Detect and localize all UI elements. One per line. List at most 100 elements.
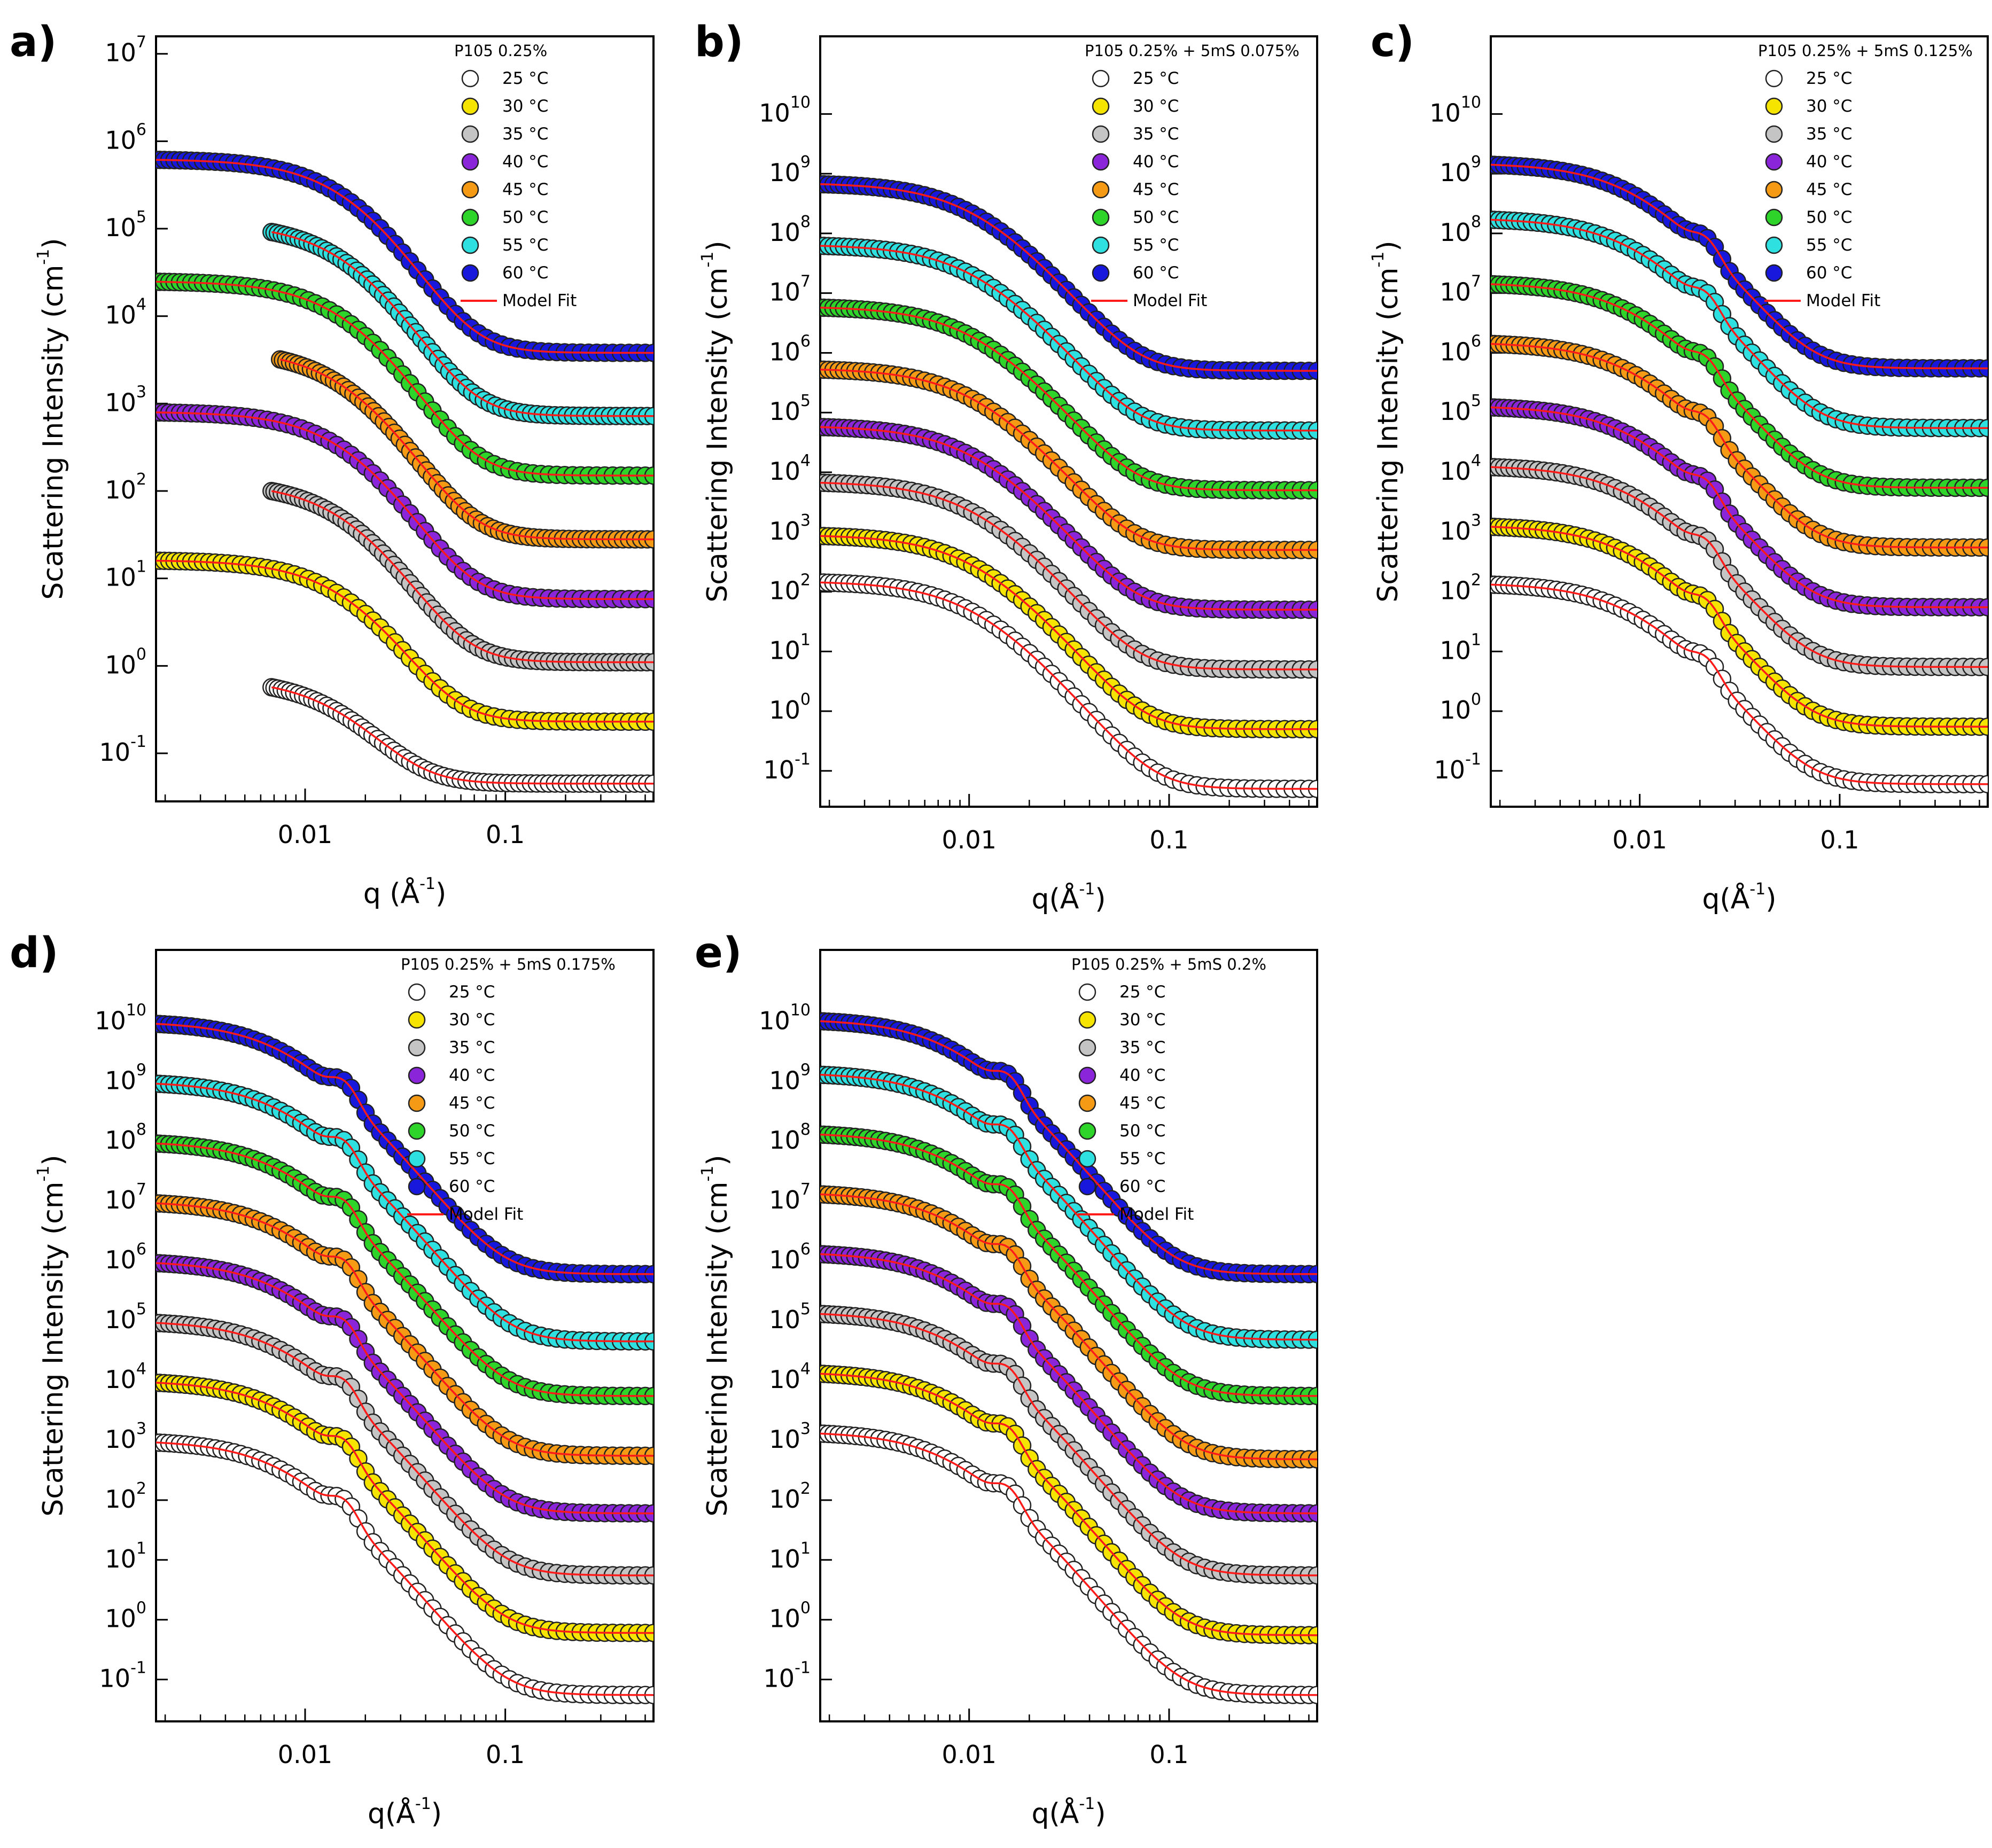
x-axis-title-tail: ) — [1095, 1798, 1106, 1830]
y-tick-label: 100 — [769, 690, 811, 724]
series-40c — [1491, 398, 1988, 617]
y-tick-label: 103 — [769, 1420, 811, 1454]
legend-marker — [1078, 1178, 1096, 1196]
x-axis-title-exp: -1 — [1079, 1795, 1095, 1813]
x-tick-label: 0.01 — [941, 825, 996, 854]
y-tick-label: 101 — [1439, 630, 1481, 665]
model-fit-line — [820, 1020, 1317, 1275]
series-30c — [156, 551, 653, 731]
legend-entry: 40 °C — [1119, 1066, 1165, 1085]
legend-entry: 45 °C — [502, 180, 548, 199]
y-tick-label: 103 — [105, 1420, 146, 1454]
y-tick-label: 105 — [105, 208, 146, 242]
y-tick-exponent: 9 — [136, 1061, 146, 1079]
x-axis-title-exp: -1 — [415, 1795, 431, 1813]
series-35c — [156, 1313, 653, 1585]
legend-entry: 50 °C — [1119, 1121, 1165, 1141]
y-tick-exponent: 2 — [136, 470, 146, 489]
legend-entry: 55 °C — [502, 236, 548, 255]
legend-marker — [1078, 1011, 1096, 1029]
series-30c — [1491, 517, 1988, 736]
legend-marker — [1765, 153, 1783, 171]
model-fit-line — [1491, 526, 1988, 728]
y-tick-label: 108 — [769, 1120, 811, 1155]
y-tick-base: 10 — [1439, 517, 1471, 545]
model-fit-line — [156, 1082, 653, 1343]
y-tick-base: 10 — [105, 1305, 136, 1334]
legend-entry: 45 °C — [449, 1094, 495, 1113]
legend-entry: 60 °C — [502, 263, 548, 283]
y-tick-label: 103 — [1439, 511, 1481, 545]
y-axis-title-exp: -1 — [698, 252, 717, 268]
legend-marker — [461, 236, 479, 254]
series-50c — [1491, 275, 1988, 497]
y-tick-label: 105 — [769, 1300, 811, 1334]
y-tick-label: 106 — [769, 1240, 811, 1274]
legend-entry: 40 °C — [502, 152, 548, 171]
y-tick-base: 10 — [105, 563, 136, 592]
y-tick-exponent: 10 — [790, 1001, 811, 1019]
y-tick-exponent: 0 — [1471, 690, 1481, 709]
legend-entry: 45 °C — [1119, 1094, 1165, 1113]
y-tick-label: 109 — [1439, 153, 1481, 187]
model-fit-line — [820, 1133, 1317, 1397]
y-tick-label: 108 — [769, 213, 811, 247]
chart-panel-e: e)10-11001011021031041051061071081091010… — [695, 929, 1318, 1830]
model-fit-line — [156, 280, 653, 477]
y-tick-exponent: 3 — [136, 383, 146, 401]
plot-data — [820, 175, 1317, 798]
model-fit-line — [156, 1382, 653, 1634]
legend: P105 0.25% 25 °C 30 °C 35 °C 40 °C 45 °C 50 °C… — [454, 42, 577, 310]
y-tick-base: 10 — [95, 1006, 126, 1035]
y-tick-label: 109 — [769, 1061, 811, 1095]
y-tick-base: 10 — [769, 1305, 800, 1334]
series-25c — [820, 573, 1317, 798]
legend-entry: 60 °C — [449, 1177, 495, 1196]
legend-marker — [1092, 236, 1110, 254]
x-axis-title-tail: ) — [1095, 883, 1106, 915]
legend-entry: 35 °C — [1119, 1038, 1165, 1057]
model-fit-line — [156, 1142, 653, 1397]
y-axis-title-tail: ) — [37, 238, 69, 248]
legend-entry: 60 °C — [1119, 1177, 1165, 1196]
y-tick-label: 104 — [769, 451, 811, 486]
y-tick-label: 101 — [769, 630, 811, 665]
legend-marker — [408, 1150, 426, 1168]
y-axis-title: Scattering Intensity (cm-1) — [1369, 240, 1404, 602]
legend-entry: 30 °C — [1133, 97, 1179, 116]
series-55c — [1491, 210, 1988, 438]
y-tick-exponent: 5 — [800, 392, 811, 410]
legend-entry: 30 °C — [502, 97, 548, 116]
y-tick-exponent: 7 — [136, 33, 146, 52]
y-tick-base: 10 — [769, 576, 800, 605]
y-tick-base: 10 — [1439, 278, 1471, 307]
model-fit-line — [156, 559, 653, 723]
legend-title: P105 0.25% + 5mS 0.125% — [1758, 42, 1973, 60]
y-tick-base: 10 — [1439, 636, 1471, 665]
y-tick-exponent: 10 — [126, 1001, 146, 1019]
y-axis-title-main: Scattering Intensity (cm — [702, 1182, 734, 1517]
legend: P105 0.25% + 5mS 0.075% 25 °C 30 °C 35 °C 40… — [1085, 42, 1300, 310]
y-tick-exponent: 1 — [800, 630, 811, 649]
y-tick-label: 101 — [105, 1539, 146, 1573]
y-tick-exponent: 4 — [136, 295, 146, 314]
y-tick-base: 10 — [1439, 158, 1471, 187]
model-fit-line — [820, 581, 1317, 790]
y-tick-label: 104 — [105, 295, 146, 330]
y-tick-exponent: 6 — [136, 120, 146, 139]
y-axis-title-main: Scattering Intensity (cm — [37, 265, 69, 600]
y-tick-base: 10 — [759, 98, 790, 127]
y-tick-label: 108 — [1439, 213, 1481, 247]
model-fit-line — [156, 1023, 653, 1275]
series-40c — [820, 1245, 1317, 1523]
series-30c — [820, 1364, 1317, 1644]
legend-marker — [1078, 1150, 1096, 1168]
y-tick-base: 10 — [105, 388, 136, 417]
y-tick-base: 10 — [769, 1365, 800, 1394]
series-55c — [262, 223, 653, 425]
x-axis-title-exp: -1 — [419, 875, 435, 893]
chart-panel-d: d)10-11001011021031041051061071081091010… — [10, 929, 655, 1830]
y-tick-exponent: 1 — [800, 1539, 811, 1558]
legend-fit-label: Model Fit — [502, 291, 577, 310]
chart-panel-c: c)10-11001011021031041051061071081091010… — [1369, 18, 1989, 915]
